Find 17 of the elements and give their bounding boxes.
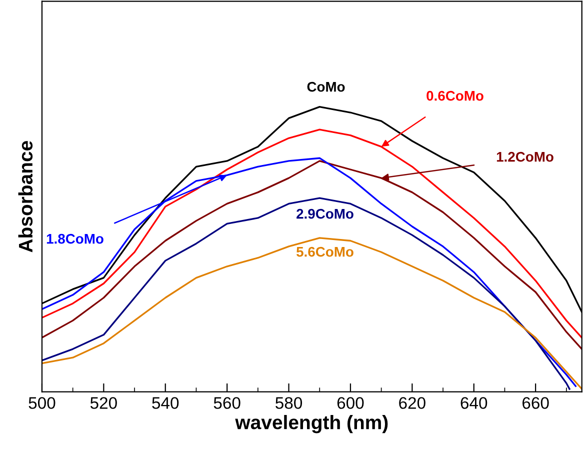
x-tick-label: 540 [152, 397, 179, 409]
series-label: 1.8CoMo [46, 234, 104, 244]
x-tick-label: 640 [460, 397, 488, 409]
text: 1.2CoMo [496, 152, 554, 162]
series-label: 5.6CoMo [296, 246, 354, 257]
x-tick-label: 500 [28, 397, 56, 409]
x-tick-label: 580 [276, 397, 302, 409]
series-label: 2.9CoMo [296, 208, 354, 219]
x-tick-label: 600 [337, 397, 364, 409]
x-tick-label: 660 [522, 397, 549, 409]
x-tick-label: 560 [214, 397, 240, 409]
x-axis-title: wavelength (nm) [235, 414, 388, 434]
x-tick-label: 620 [399, 397, 426, 409]
series-label: CoMo [307, 82, 345, 92]
text: 0.6CoMo [426, 90, 484, 101]
x-tick-label: 520 [90, 397, 117, 409]
y-axis-title: Absorbance [18, 141, 33, 252]
